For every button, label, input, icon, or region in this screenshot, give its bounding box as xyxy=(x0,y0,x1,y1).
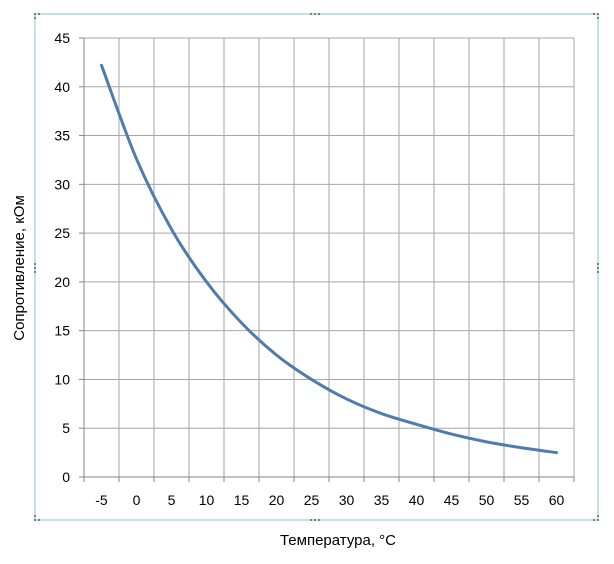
x-tick-label: 40 xyxy=(409,492,425,508)
y-tick-label: 30 xyxy=(54,176,70,192)
x-tick-label: -5 xyxy=(95,492,108,508)
x-tick-label: 25 xyxy=(304,492,320,508)
y-tick-label: 40 xyxy=(54,79,70,95)
y-axis-label: Сопротивление, кОм xyxy=(11,195,28,341)
x-tick-label: 20 xyxy=(269,492,285,508)
y-tick-label: 25 xyxy=(54,225,70,241)
x-tick-label: 0 xyxy=(133,492,141,508)
x-tick-label: 50 xyxy=(479,492,495,508)
x-tick-label: 15 xyxy=(234,492,250,508)
x-tick-label: 55 xyxy=(514,492,530,508)
y-tick-label: 15 xyxy=(54,323,70,339)
y-tick-label: 5 xyxy=(62,420,70,436)
y-tick-label: 45 xyxy=(54,30,70,46)
x-tick-label: 35 xyxy=(374,492,390,508)
y-tick-label: 20 xyxy=(54,274,70,290)
y-tick-label: 0 xyxy=(62,469,70,485)
x-tick-label: 5 xyxy=(168,492,176,508)
y-tick-label: 10 xyxy=(54,371,70,387)
x-tick-label: 45 xyxy=(444,492,460,508)
x-tick-label: 30 xyxy=(339,492,355,508)
x-axis-label: Температура, °C xyxy=(280,532,396,549)
x-tick-label: 60 xyxy=(549,492,565,508)
x-tick-label: 10 xyxy=(199,492,215,508)
y-tick-label: 35 xyxy=(54,128,70,144)
